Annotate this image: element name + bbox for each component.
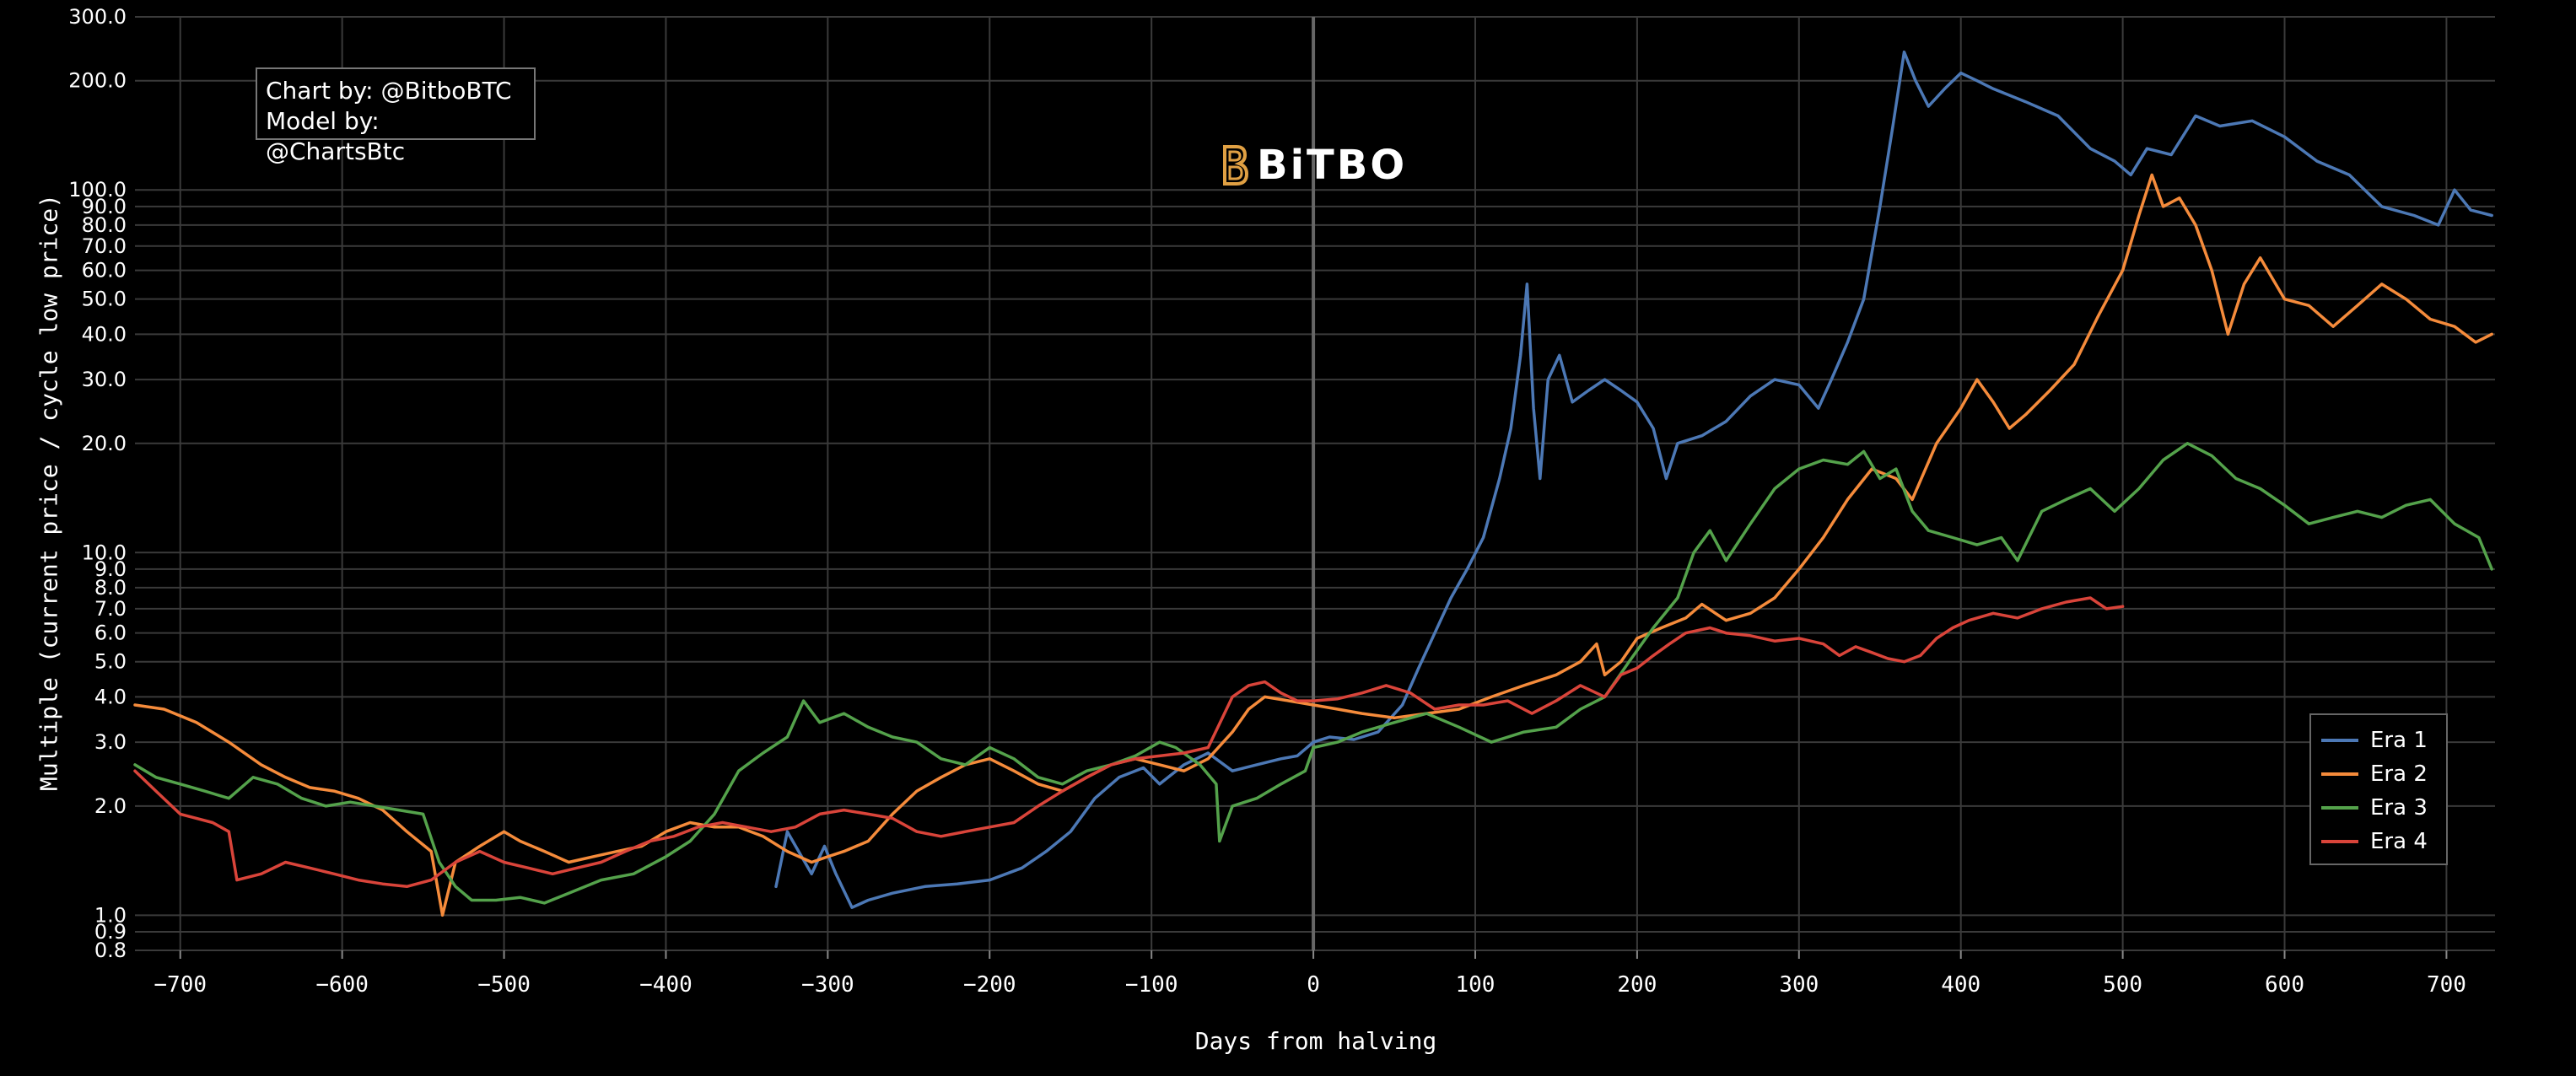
y-tick-label: 3.0 <box>94 730 127 754</box>
y-tick-label: 70.0 <box>82 234 127 258</box>
x-tick-label: −100 <box>1125 972 1178 998</box>
legend-item-era-2[interactable]: Era 2 <box>2321 757 2436 791</box>
y-tick-label: 60.0 <box>82 259 127 282</box>
series-line-era-1 <box>774 50 2493 909</box>
legend-item-era-3[interactable]: Era 3 <box>2321 791 2436 825</box>
y-tick-label: 200.0 <box>68 69 127 93</box>
x-tick-label: 0 <box>1307 972 1320 998</box>
legend-label-era-4: Era 4 <box>2370 829 2428 854</box>
y-axis-title: Multiple (current price / cycle low pric… <box>35 193 63 792</box>
x-axis-ticks: −700 −600 −500 −400 −300 −200 −100 0 100 200 300 40… <box>154 950 2466 998</box>
x-tick-label: −300 <box>801 972 854 998</box>
model-credit: Model by: @ChartsBtc <box>266 107 406 165</box>
legend-swatch-era-1 <box>2321 739 2358 742</box>
x-tick-label: 300 <box>1779 972 1819 998</box>
x-tick-label: 200 <box>1617 972 1657 998</box>
y-tick-label: 6.0 <box>94 621 127 645</box>
legend-item-era-4[interactable]: Era 4 <box>2321 825 2436 858</box>
x-tick-label: −500 <box>477 972 531 998</box>
y-tick-label: 80.0 <box>82 213 127 237</box>
x-tick-label: 100 <box>1456 972 1495 998</box>
y-tick-label: 20.0 <box>82 432 127 455</box>
y-tick-label: 0.9 <box>94 920 127 944</box>
y-tick-label: 8.0 <box>94 576 127 600</box>
y-tick-label: 4.0 <box>94 685 127 708</box>
x-tick-label: 500 <box>2103 972 2142 998</box>
chart-credit: Chart by: @BitboBTC <box>266 77 512 105</box>
credits-box: Chart by: @BitboBTC Model by: @ChartsBtc <box>256 67 536 165</box>
x-tick-label: −400 <box>639 972 693 998</box>
y-tick-label: 50.0 <box>82 288 127 311</box>
series-line-era-3 <box>133 442 2493 905</box>
series-line-era-4 <box>133 596 2125 889</box>
legend-label-era-2: Era 2 <box>2370 761 2428 787</box>
y-tick-label: 30.0 <box>82 368 127 391</box>
chart-legend: Era 1 Era 2 Era 3 Era 4 <box>2309 713 2448 865</box>
series-line-era-2 <box>133 173 2493 917</box>
logo-text: BiTBO <box>1257 142 1408 189</box>
y-axis-ticks: 0.80.91.0 2.0 3.0 4.0 5.0 6.07.08.09.010.0 20.… <box>68 5 127 962</box>
y-tick-label: 2.0 <box>94 794 127 818</box>
x-tick-label: −600 <box>315 972 369 998</box>
x-tick-label: −200 <box>963 972 1016 998</box>
series-lines <box>133 50 2493 917</box>
y-tick-label: 40.0 <box>82 322 127 346</box>
bitbo-b-logo-icon <box>1223 145 1248 186</box>
legend-swatch-era-2 <box>2321 772 2358 776</box>
x-tick-label: 600 <box>2265 972 2304 998</box>
y-tick-label: 9.0 <box>94 557 127 581</box>
legend-label-era-1: Era 1 <box>2370 728 2428 753</box>
x-tick-label: 400 <box>1941 972 1981 998</box>
y-tick-label: 7.0 <box>94 597 127 621</box>
legend-swatch-era-4 <box>2321 840 2358 843</box>
legend-label-era-3: Era 3 <box>2370 795 2428 820</box>
y-tick-label: 1.0 <box>94 903 127 927</box>
y-tick-label: 5.0 <box>94 650 127 674</box>
x-tick-label: 700 <box>2427 972 2466 998</box>
y-tick-label: 100.0 <box>68 178 127 202</box>
x-tick-label: −700 <box>154 972 207 998</box>
y-tick-label: 0.8 <box>94 939 127 962</box>
legend-swatch-era-3 <box>2321 806 2358 810</box>
y-tick-label: 300.0 <box>68 5 127 29</box>
x-axis-title: Days from halving <box>1194 1027 1437 1055</box>
legend-item-era-1[interactable]: Era 1 <box>2321 724 2436 757</box>
bitbo-logo: BiTBO <box>1218 142 1407 189</box>
y-tick-label: 90.0 <box>82 195 127 218</box>
y-tick-label: 10.0 <box>82 541 127 564</box>
